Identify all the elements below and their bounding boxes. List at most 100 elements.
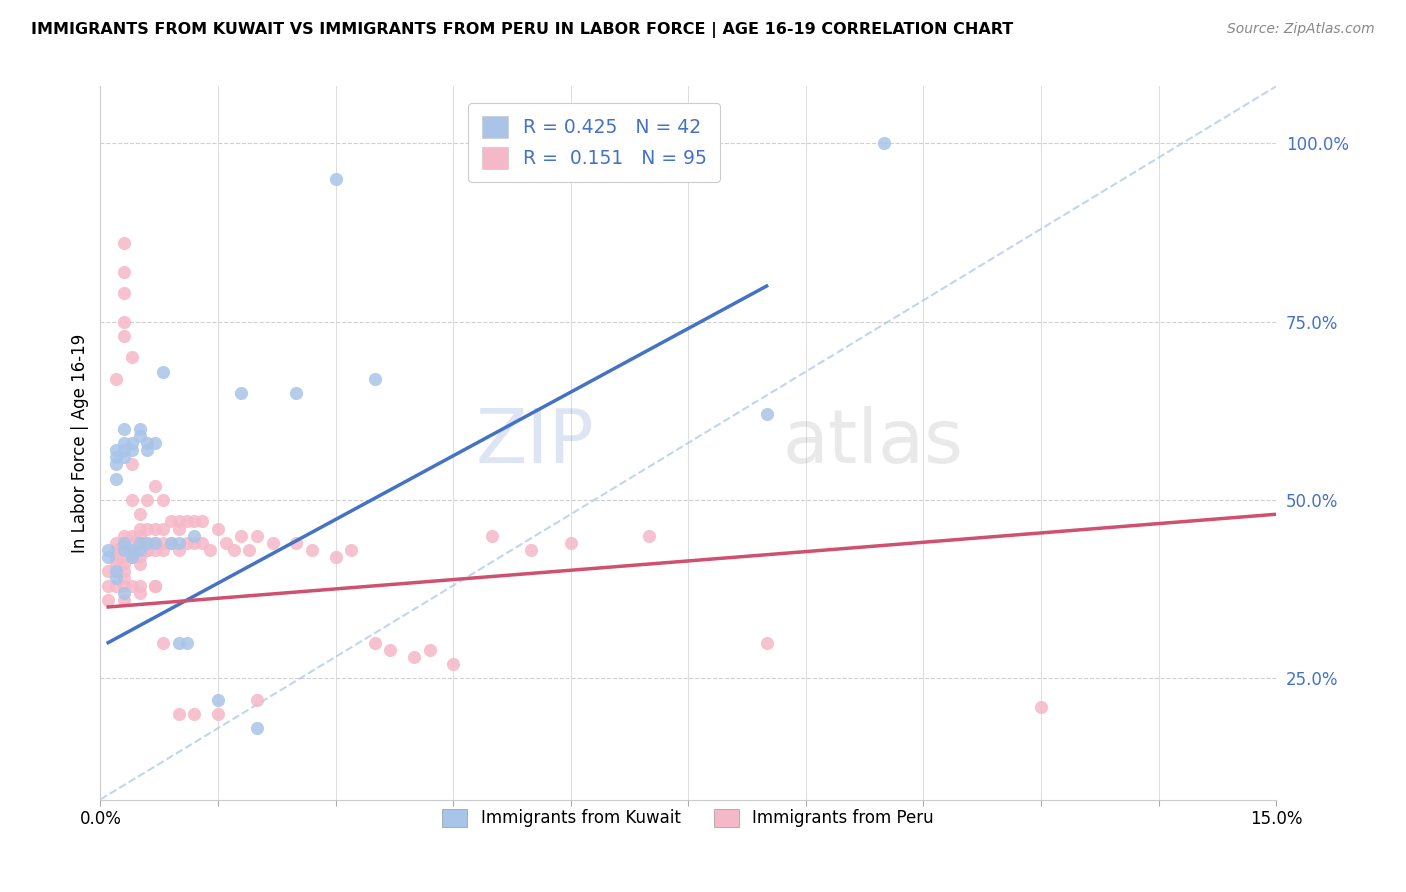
Point xyxy=(128,422,150,436)
Point xyxy=(183,529,205,543)
Point xyxy=(198,542,221,557)
Point xyxy=(183,536,205,550)
Point xyxy=(183,515,205,529)
Point xyxy=(143,479,166,493)
Point xyxy=(231,529,253,543)
Point xyxy=(176,536,198,550)
Point xyxy=(112,436,135,450)
Point xyxy=(152,522,174,536)
Point xyxy=(136,493,159,508)
Point xyxy=(152,635,174,649)
Point xyxy=(97,549,120,564)
Point xyxy=(121,443,143,458)
Point xyxy=(152,493,174,508)
Point xyxy=(363,372,385,386)
Text: IMMIGRANTS FROM KUWAIT VS IMMIGRANTS FROM PERU IN LABOR FORCE | AGE 16-19 CORREL: IMMIGRANTS FROM KUWAIT VS IMMIGRANTS FRO… xyxy=(31,22,1014,38)
Point xyxy=(105,564,128,578)
Point xyxy=(112,536,135,550)
Point xyxy=(128,585,150,599)
Point xyxy=(112,571,135,585)
Point xyxy=(285,386,308,401)
Point xyxy=(105,542,128,557)
Point xyxy=(105,578,128,592)
Point xyxy=(112,536,135,550)
Point xyxy=(301,542,323,557)
Point xyxy=(105,549,128,564)
Point xyxy=(112,315,135,329)
Point xyxy=(121,542,143,557)
Point xyxy=(105,536,128,550)
Point xyxy=(136,542,159,557)
Point xyxy=(112,592,135,607)
Point xyxy=(152,542,174,557)
Point xyxy=(873,136,896,151)
Point xyxy=(215,536,238,550)
Point xyxy=(183,706,205,721)
Point xyxy=(128,542,150,557)
Point xyxy=(105,571,128,585)
Point xyxy=(238,542,260,557)
Point xyxy=(285,536,308,550)
Point xyxy=(143,578,166,592)
Point xyxy=(105,458,128,472)
Point xyxy=(121,549,143,564)
Point xyxy=(167,522,190,536)
Point xyxy=(97,564,120,578)
Point xyxy=(325,549,347,564)
Point xyxy=(363,635,385,649)
Point xyxy=(402,649,425,664)
Point xyxy=(136,536,159,550)
Point xyxy=(143,542,166,557)
Point xyxy=(128,557,150,571)
Point xyxy=(207,692,229,706)
Point xyxy=(191,536,214,550)
Point xyxy=(340,542,363,557)
Point xyxy=(112,578,135,592)
Point xyxy=(128,536,150,550)
Point xyxy=(105,472,128,486)
Point xyxy=(128,522,150,536)
Point xyxy=(167,635,190,649)
Point xyxy=(160,515,183,529)
Text: Source: ZipAtlas.com: Source: ZipAtlas.com xyxy=(1227,22,1375,37)
Point xyxy=(167,536,190,550)
Point xyxy=(112,557,135,571)
Point xyxy=(520,542,543,557)
Point xyxy=(128,549,150,564)
Point xyxy=(176,635,198,649)
Point xyxy=(191,515,214,529)
Point xyxy=(112,236,135,251)
Y-axis label: In Labor Force | Age 16-19: In Labor Force | Age 16-19 xyxy=(72,334,89,552)
Point xyxy=(143,522,166,536)
Point xyxy=(419,642,441,657)
Point xyxy=(176,515,198,529)
Point xyxy=(143,536,166,550)
Point xyxy=(128,536,150,550)
Point xyxy=(160,536,183,550)
Text: atlas: atlas xyxy=(782,407,963,479)
Point xyxy=(121,351,143,365)
Point xyxy=(143,436,166,450)
Point xyxy=(246,529,269,543)
Point xyxy=(136,443,159,458)
Point xyxy=(121,536,143,550)
Point xyxy=(441,657,464,671)
Point xyxy=(152,536,174,550)
Point xyxy=(325,172,347,186)
Point xyxy=(136,436,159,450)
Point xyxy=(112,542,135,557)
Point xyxy=(160,536,183,550)
Point xyxy=(121,436,143,450)
Point xyxy=(121,578,143,592)
Point xyxy=(246,692,269,706)
Point xyxy=(121,458,143,472)
Point xyxy=(128,429,150,443)
Point xyxy=(121,542,143,557)
Point xyxy=(105,450,128,465)
Point xyxy=(128,529,150,543)
Point xyxy=(246,721,269,735)
Point xyxy=(222,542,245,557)
Point xyxy=(152,365,174,379)
Point xyxy=(481,529,503,543)
Point xyxy=(112,450,135,465)
